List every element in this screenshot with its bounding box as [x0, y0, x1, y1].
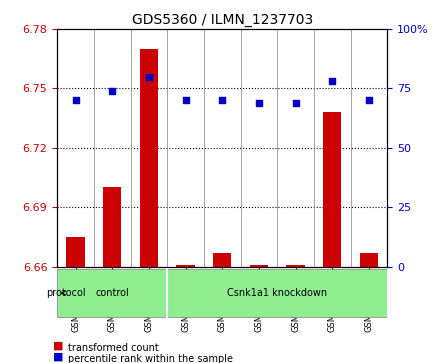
Point	[182, 97, 189, 103]
Bar	[140, 49, 158, 267]
Text: transformed count: transformed count	[68, 343, 159, 354]
Bar	[250, 265, 268, 267]
Bar	[103, 187, 121, 267]
Bar	[213, 253, 231, 267]
Bar	[360, 253, 378, 267]
Bar	[66, 237, 85, 267]
FancyBboxPatch shape	[167, 269, 387, 317]
FancyBboxPatch shape	[57, 269, 167, 317]
Point	[292, 100, 299, 106]
Text: protocol: protocol	[46, 288, 86, 298]
Point	[329, 78, 336, 84]
Point	[255, 100, 262, 106]
Text: Csnk1a1 knockdown: Csnk1a1 knockdown	[227, 288, 327, 298]
Bar	[176, 265, 194, 267]
Point	[145, 74, 152, 79]
Point	[109, 88, 116, 94]
Title: GDS5360 / ILMN_1237703: GDS5360 / ILMN_1237703	[132, 13, 313, 26]
Bar	[323, 112, 341, 267]
Point	[72, 97, 79, 103]
Text: control: control	[95, 288, 129, 298]
Bar	[286, 265, 305, 267]
Text: ■: ■	[53, 340, 63, 351]
Point	[219, 97, 226, 103]
Text: ■: ■	[53, 351, 63, 362]
Text: percentile rank within the sample: percentile rank within the sample	[68, 354, 233, 363]
Point	[365, 97, 372, 103]
